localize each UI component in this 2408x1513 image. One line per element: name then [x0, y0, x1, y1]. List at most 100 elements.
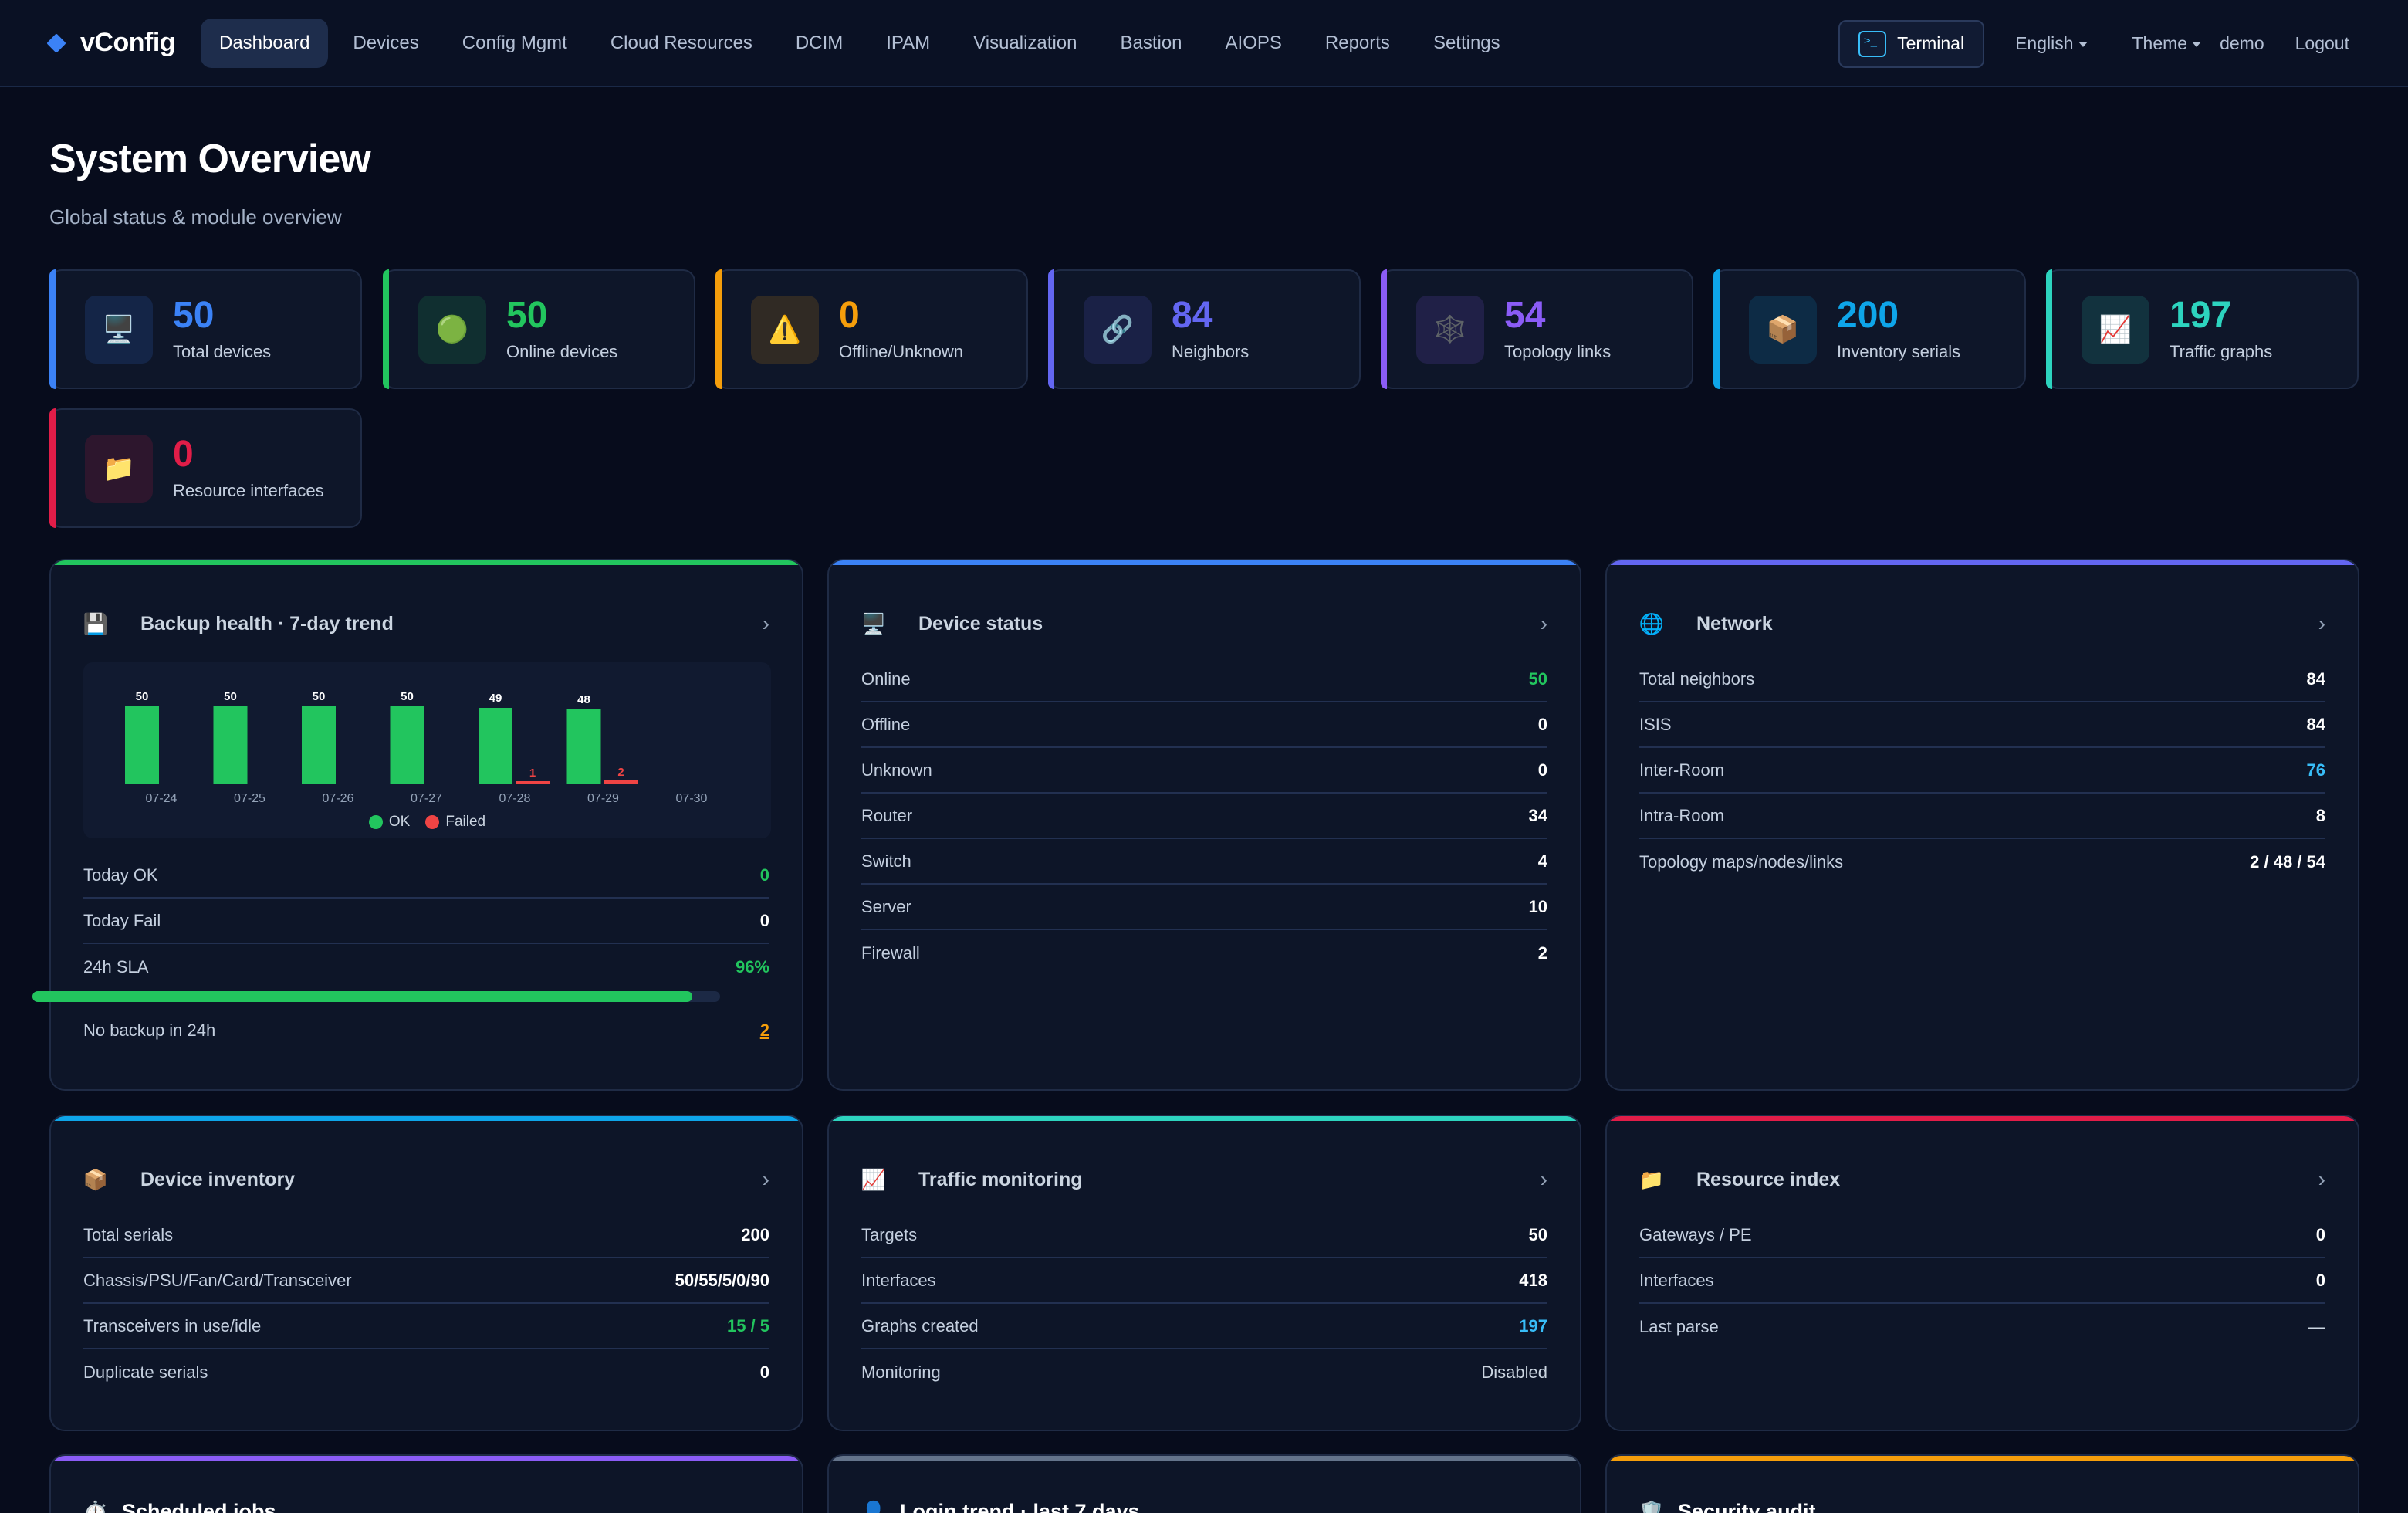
- bar-ok[interactable]: [125, 706, 159, 784]
- language-dropdown[interactable]: English: [2015, 33, 2088, 54]
- chevron-down-icon: [2192, 42, 2202, 48]
- bar-ok[interactable]: [479, 708, 512, 784]
- bar-ok[interactable]: [302, 706, 336, 784]
- panel-header[interactable]: ⏱️ Scheduled jobs: [83, 1496, 769, 1513]
- nav-item-visualization[interactable]: Visualization: [973, 32, 1077, 53]
- ok-dot-icon: [368, 815, 383, 829]
- device_status-row: Switch 4: [861, 839, 1547, 885]
- row-key: Server: [861, 896, 911, 916]
- inventory-row: Total serials 200: [83, 1213, 769, 1258]
- chevron-right-icon[interactable]: ›: [762, 611, 769, 635]
- brand-logo[interactable]: vConfig: [46, 28, 201, 58]
- stat-card[interactable]: 📁 0 Resource interfaces: [49, 408, 362, 528]
- folder-icon: 📁: [85, 434, 153, 503]
- panel-header[interactable]: 📁 Resource index ›: [1639, 1164, 2325, 1195]
- stat-card[interactable]: 🔗 84 Neighbors: [1048, 269, 1361, 389]
- chevron-right-icon[interactable]: ›: [2318, 611, 2325, 635]
- stat-card[interactable]: ⚠️ 0 Offline/Unknown: [715, 269, 1028, 389]
- row-value: 10: [1528, 896, 1547, 916]
- package-icon: 📦: [83, 1167, 109, 1191]
- nav-item-cloud-resources[interactable]: Cloud Resources: [610, 32, 752, 53]
- panel-header[interactable]: 🛡️ Security audit: [1639, 1496, 2325, 1513]
- bar-ok[interactable]: [213, 706, 248, 784]
- bar-ok-label: 50: [136, 690, 149, 703]
- stat-card[interactable]: 🖥️ 50 Total devices: [49, 269, 362, 389]
- panel-header[interactable]: 💾 Backup health · 7-day trend ›: [83, 608, 769, 639]
- backup-panel: 💾 Backup health · 7-day trend › 50 07-24 5…: [49, 559, 803, 1091]
- panel-accent-bar: [1607, 560, 2358, 565]
- scheduled-jobs-panel: ⏱️ Scheduled jobs: [49, 1454, 803, 1513]
- panel-accent-bar: [51, 560, 802, 565]
- legend-failed[interactable]: Failed: [425, 814, 485, 831]
- chevron-right-icon[interactable]: ›: [2318, 1167, 2325, 1191]
- inventory-row: Duplicate serials 0: [83, 1349, 769, 1395]
- bar-ok-label: 49: [489, 692, 502, 705]
- panel-header[interactable]: 🖥️ Device status ›: [861, 608, 1547, 639]
- chevron-right-icon[interactable]: ›: [1540, 1167, 1547, 1191]
- traffic-panel: 📈 Traffic monitoring › Targets 50 Interfac…: [827, 1115, 1581, 1431]
- user-link[interactable]: demo: [2220, 33, 2264, 53]
- nav-right: Terminal English Theme demo Logout: [1838, 0, 2349, 87]
- terminal-button[interactable]: Terminal: [1838, 19, 1985, 68]
- inventory-row: Transceivers in use/idle 15 / 5: [83, 1304, 769, 1349]
- backup-row-today-fail: Today Fail 0: [83, 899, 769, 944]
- bar-ok[interactable]: [390, 706, 424, 784]
- panel-title: Login trend · last 7 days: [900, 1499, 1140, 1513]
- row-value: 200: [741, 1224, 769, 1244]
- row-key: Unknown: [861, 760, 932, 780]
- chevron-right-icon[interactable]: ›: [762, 1167, 769, 1191]
- panel-title: Device status: [918, 612, 1043, 635]
- x-tick-label: 07-27: [411, 792, 442, 805]
- row-key: Online: [861, 668, 911, 689]
- row-key: Total serials: [83, 1224, 174, 1244]
- nav-item-dcim[interactable]: DCIM: [795, 32, 844, 53]
- row-key: Firewall: [861, 943, 920, 963]
- panel-accent-bar: [1607, 1116, 2358, 1121]
- nav-item-settings[interactable]: Settings: [1432, 32, 1500, 53]
- panel-header[interactable]: 📈 Traffic monitoring ›: [861, 1164, 1547, 1195]
- panel-title: Security audit: [1678, 1499, 1816, 1513]
- row-value: 197: [1519, 1315, 1547, 1335]
- language-label: English: [2015, 33, 2074, 53]
- stat-label: Resource interfaces: [173, 480, 324, 500]
- legend-ok[interactable]: OK: [368, 814, 410, 831]
- stat-value: 50: [173, 294, 215, 336]
- panel-header[interactable]: 👤 Login trend · last 7 days: [861, 1496, 1547, 1513]
- bar-ok-label: 50: [224, 690, 237, 703]
- bar-failed-label: 1: [529, 767, 536, 780]
- panel-title: Traffic monitoring: [918, 1168, 1083, 1190]
- panel-header[interactable]: 📦 Device inventory ›: [83, 1164, 769, 1195]
- row-value: Disabled: [1481, 1362, 1547, 1382]
- nav-item-aiops[interactable]: AIOPS: [1225, 32, 1282, 53]
- theme-dropdown[interactable]: Theme: [2132, 33, 2202, 54]
- nav-item-config-mgmt[interactable]: Config Mgmt: [462, 32, 567, 53]
- nav-item-dashboard[interactable]: Dashboard: [201, 18, 329, 68]
- nav-item-bastion[interactable]: Bastion: [1120, 32, 1182, 53]
- bar-ok[interactable]: [566, 709, 601, 784]
- stat-card[interactable]: 📈 197 Traffic graphs: [2046, 269, 2359, 389]
- nav-item-devices[interactable]: Devices: [353, 32, 419, 53]
- terminal-icon: [1858, 30, 1887, 57]
- chevron-right-icon[interactable]: ›: [1540, 611, 1547, 635]
- stat-label: Online devices: [506, 341, 618, 361]
- stat-card[interactable]: 📦 200 Inventory serials: [1713, 269, 2026, 389]
- stat-card[interactable]: 🟢 50 Online devices: [383, 269, 695, 389]
- row-value: 15 / 5: [726, 1315, 769, 1335]
- nav-item-reports[interactable]: Reports: [1324, 32, 1390, 53]
- stat-value: 54: [1504, 294, 1546, 336]
- nav-item-ipam[interactable]: IPAM: [886, 32, 931, 53]
- stat-card-accent: [1048, 269, 1054, 389]
- bar-failed[interactable]: [516, 781, 550, 784]
- stat-card[interactable]: 🕸️ 54 Topology links: [1381, 269, 1693, 389]
- stat-card-accent: [49, 408, 56, 528]
- stat-text: 50 Online devices: [506, 296, 618, 362]
- row-value: 0: [2315, 1270, 2325, 1290]
- no-backup-link[interactable]: 2: [759, 1020, 769, 1040]
- link-icon: 🔗: [1084, 295, 1152, 364]
- panel-accent-bar: [51, 1456, 802, 1461]
- resource-row: Last parse —: [1639, 1304, 2325, 1349]
- stat-text: 84 Neighbors: [1172, 296, 1249, 362]
- bar-failed[interactable]: [604, 780, 638, 784]
- logout-link[interactable]: Logout: [2295, 33, 2349, 53]
- panel-header[interactable]: 🌐 Network ›: [1639, 608, 2325, 639]
